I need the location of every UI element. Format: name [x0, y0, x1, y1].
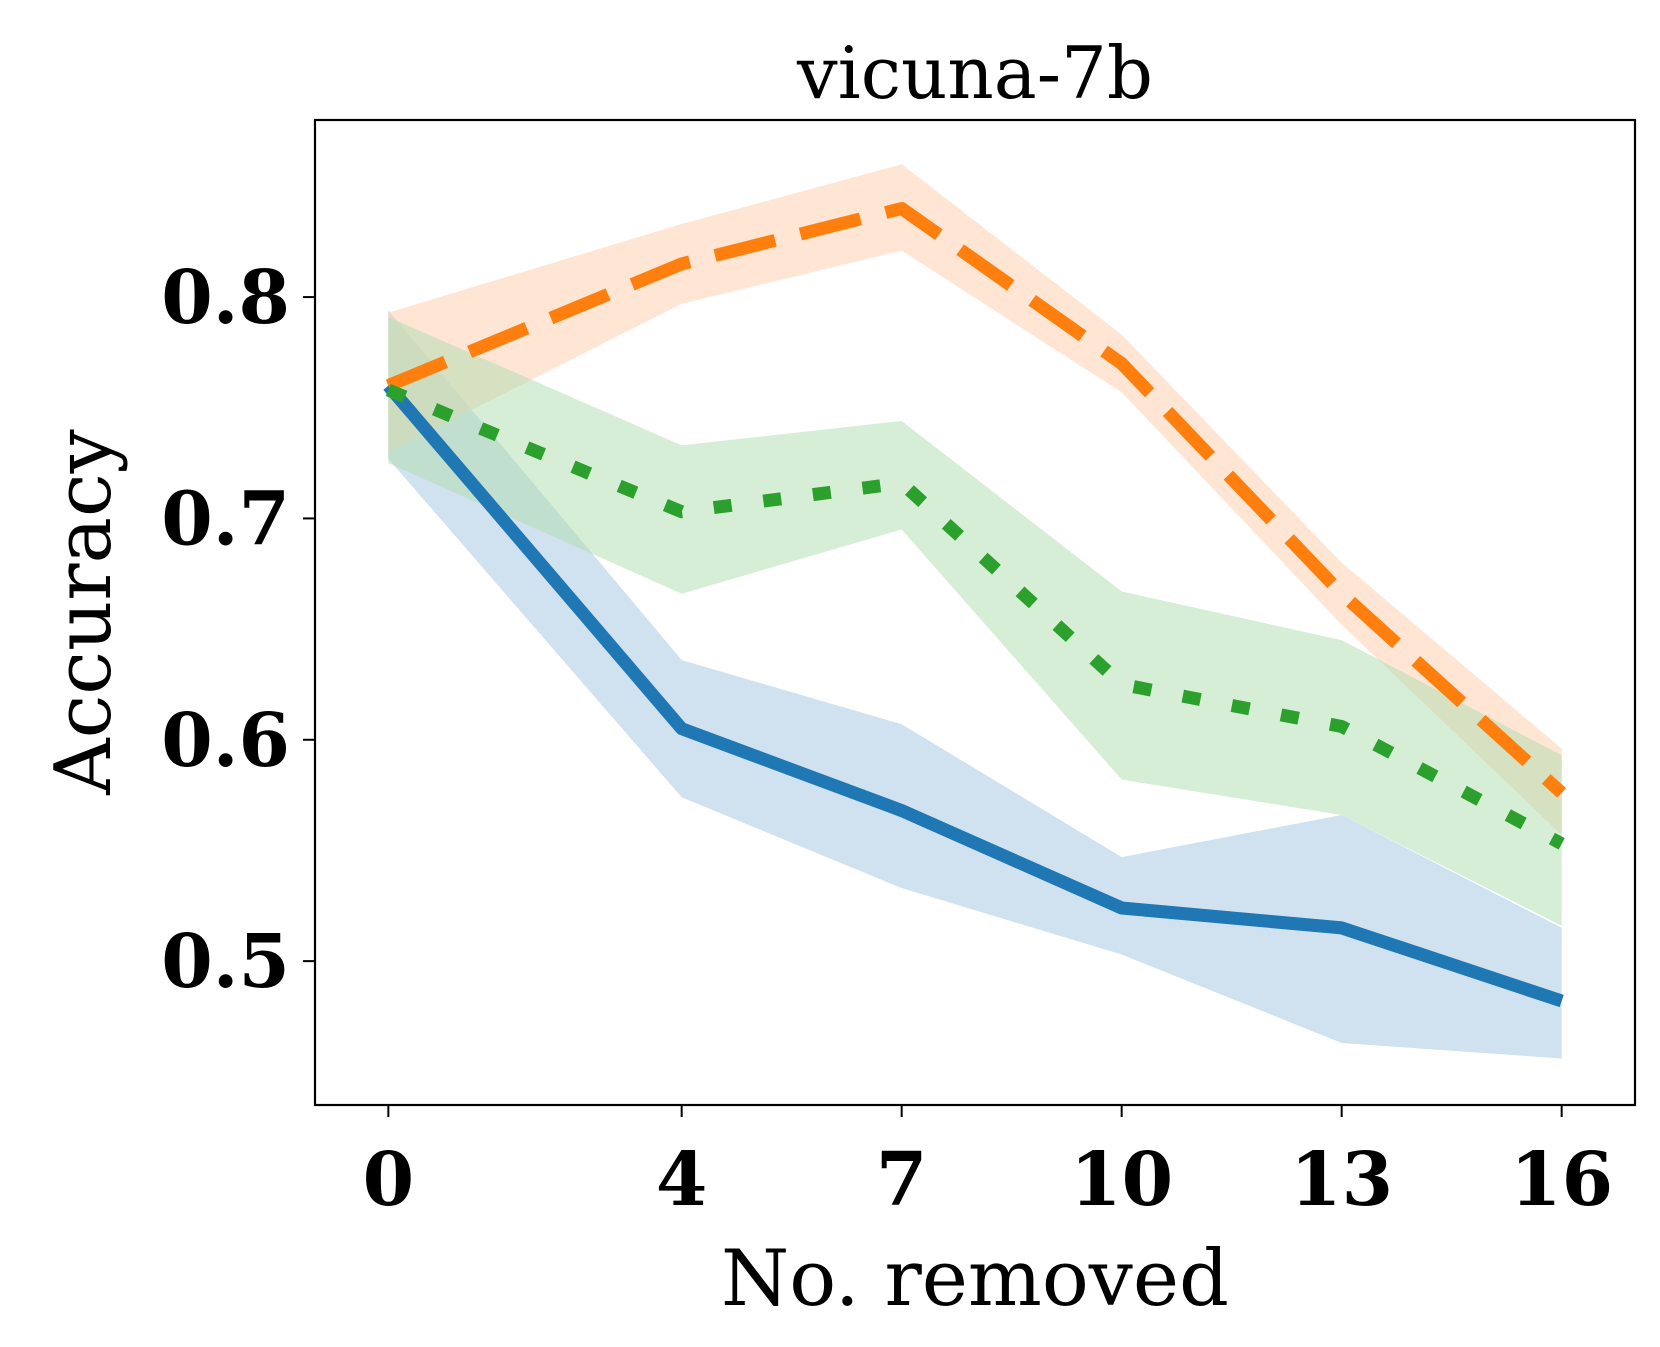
y-tick-label: 0.7: [161, 476, 290, 562]
x-axis-ticks: 0 4 7 10 13 16: [363, 1105, 1613, 1223]
x-tick-label: 4: [656, 1137, 708, 1223]
x-tick-label: 7: [876, 1137, 928, 1223]
x-tick-label: 10: [1070, 1137, 1173, 1223]
x-tick-label: 16: [1510, 1137, 1613, 1223]
x-tick-label: 0: [363, 1137, 415, 1223]
y-tick-label: 0.5: [161, 919, 290, 1005]
y-tick-label: 0.6: [161, 698, 290, 784]
x-tick-label: 13: [1290, 1137, 1393, 1223]
y-axis-label: Accuracy: [39, 429, 129, 795]
y-axis-ticks: 0.5 0.6 0.7 0.8: [161, 255, 315, 1005]
band-solid-blue: [388, 310, 1562, 1059]
band-dotted-green: [388, 317, 1562, 926]
chart-title: vicuna-7b: [796, 31, 1153, 115]
line-dashed-orange: [385, 202, 1567, 798]
series-lines: [383, 202, 1567, 1008]
line-dotted-green: [385, 383, 1565, 850]
confidence-bands: [388, 164, 1562, 1059]
x-axis-label: No. removed: [721, 1234, 1229, 1324]
y-tick-label: 0.8: [161, 255, 290, 341]
line-solid-blue: [383, 381, 1564, 1008]
plot-frame: [313, 118, 1637, 1107]
